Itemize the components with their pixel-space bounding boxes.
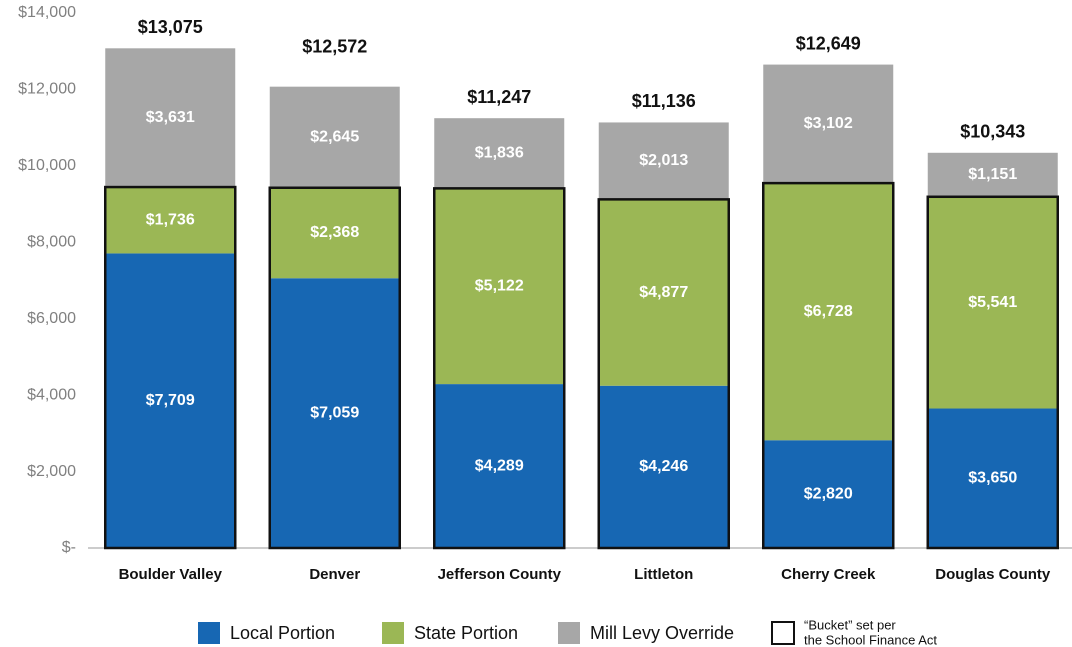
value-label: $1,736	[146, 211, 195, 228]
bar-segment	[598, 199, 729, 386]
y-tick-label: $12,000	[18, 81, 76, 98]
legend-label: “Bucket” set per	[804, 617, 896, 632]
bar-segment	[927, 408, 1058, 548]
value-label: $2,368	[310, 224, 359, 241]
y-tick-label: $4,000	[27, 386, 76, 403]
total-label: $13,075	[138, 17, 203, 37]
bucket-outline	[762, 181, 895, 550]
value-label: $4,289	[475, 457, 524, 474]
value-label: $5,541	[968, 294, 1017, 311]
legend-swatch	[382, 622, 404, 644]
legend-label: State Portion	[414, 623, 518, 643]
bar-segment	[434, 118, 565, 189]
value-label: $3,650	[968, 469, 1017, 486]
legend-swatch	[198, 622, 220, 644]
legend-swatch	[558, 622, 580, 644]
value-label: $6,728	[804, 303, 853, 320]
total-label: $11,247	[467, 87, 531, 107]
bucket-outline	[104, 185, 237, 550]
total-label: $12,649	[796, 33, 861, 53]
legend-label: the School Finance Act	[804, 632, 937, 647]
bar-segment	[927, 196, 1058, 409]
y-tick-label: $-	[62, 539, 76, 556]
value-label: $2,820	[804, 485, 853, 502]
value-label: $3,102	[804, 115, 853, 132]
x-tick-label: Denver	[309, 566, 360, 583]
value-label: $2,013	[639, 152, 688, 169]
x-tick-label: Douglas County	[935, 566, 1051, 583]
y-tick-label: $6,000	[27, 310, 76, 327]
y-tick-label: $8,000	[27, 234, 76, 251]
value-label: $4,877	[639, 284, 688, 301]
legend-swatch	[771, 621, 795, 645]
bar-segment	[434, 384, 565, 548]
x-tick-label: Jefferson County	[438, 566, 562, 583]
total-label: $10,343	[960, 121, 1025, 141]
bar-segment	[598, 122, 729, 200]
total-label: $11,136	[632, 91, 696, 111]
value-label: $1,836	[475, 145, 524, 162]
x-tick-label: Boulder Valley	[119, 566, 223, 583]
bar-segment	[105, 253, 236, 548]
value-label: $3,631	[146, 109, 195, 126]
bar-segment	[434, 188, 565, 385]
x-tick-label: Littleton	[634, 566, 693, 583]
bar-segment	[105, 48, 236, 188]
value-label: $5,122	[475, 277, 524, 294]
legend-label: Mill Levy Override	[590, 623, 734, 643]
bar-segment	[105, 187, 236, 254]
bar-segment	[598, 385, 729, 548]
bucket-outline	[597, 198, 730, 550]
value-label: $7,059	[310, 404, 359, 421]
bucket-outline	[433, 187, 566, 550]
value-label: $4,246	[639, 458, 688, 475]
bar-segment	[269, 86, 400, 188]
bar-segment	[927, 152, 1058, 197]
value-label: $7,709	[146, 392, 195, 409]
bar-segment	[763, 183, 894, 441]
y-tick-label: $2,000	[27, 463, 76, 480]
legend-label: Local Portion	[230, 623, 335, 643]
bar-segment	[763, 64, 894, 184]
bar-segment	[269, 278, 400, 548]
value-label: $2,645	[310, 128, 359, 145]
bucket-outline	[926, 195, 1059, 550]
bucket-outline	[268, 186, 401, 550]
total-label: $12,572	[302, 36, 367, 56]
y-tick-label: $14,000	[18, 4, 76, 21]
bar-segment	[763, 440, 894, 548]
y-tick-label: $10,000	[18, 157, 76, 174]
value-label: $1,151	[968, 166, 1017, 183]
x-tick-label: Cherry Creek	[781, 566, 876, 583]
bar-segment	[269, 187, 400, 279]
